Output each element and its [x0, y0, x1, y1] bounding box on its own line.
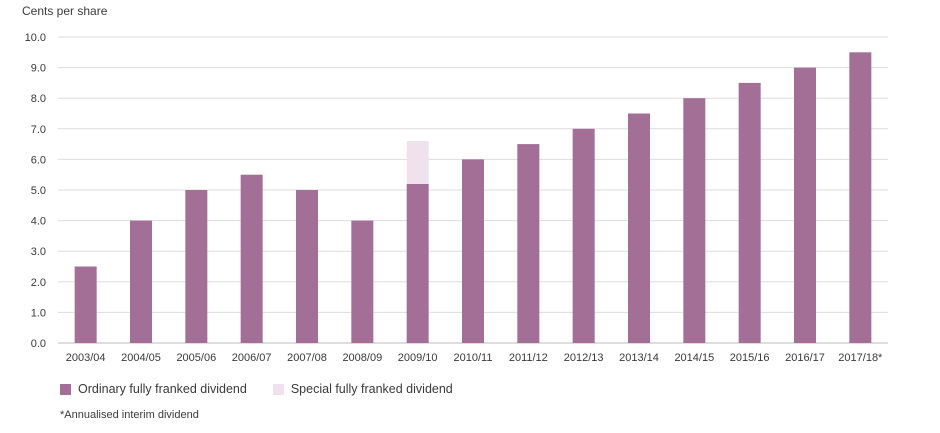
y-tick-label: 1.0: [31, 307, 46, 319]
bar-ordinary: [240, 174, 263, 343]
y-tick-label: 3.0: [31, 246, 46, 258]
x-tick-label: 2009/10: [398, 352, 438, 364]
x-tick-label: 2008/09: [342, 352, 382, 364]
bar-ordinary: [628, 113, 650, 343]
x-tick-label: 2003/04: [66, 352, 106, 364]
bar-ordinary: [296, 190, 318, 343]
legend-item-ordinary: Ordinary fully franked dividend: [60, 382, 247, 396]
bar-ordinary: [738, 82, 761, 344]
x-tick-label: 2016/17: [785, 352, 825, 364]
x-tick-label: 2006/07: [232, 352, 272, 364]
y-tick-label: 7.0: [31, 124, 46, 136]
y-tick-label: 5.0: [31, 185, 46, 197]
bar-ordinary: [683, 98, 706, 343]
y-tick-label: 4.0: [31, 216, 46, 228]
x-tick-label: 2015/16: [730, 352, 770, 364]
x-tick-label: 2007/08: [287, 352, 327, 364]
bar-ordinary: [794, 67, 816, 343]
x-tick-label: 2004/05: [121, 352, 161, 364]
bar-ordinary: [406, 183, 429, 343]
y-tick-label: 6.0: [31, 154, 46, 166]
x-tick-label: 2011/12: [509, 352, 548, 364]
x-tick-label: 2017/18*: [838, 352, 883, 364]
bar-ordinary: [130, 220, 152, 343]
bar-ordinary: [517, 144, 540, 343]
y-tick-label: 9.0: [31, 63, 46, 75]
bar-ordinary: [185, 190, 208, 343]
x-tick-label: 2013/14: [619, 352, 659, 364]
x-tick-label: 2014/15: [674, 352, 714, 364]
legend-label-ordinary: Ordinary fully franked dividend: [78, 382, 247, 396]
dividend-bar-chart: 0.0 1.0 2.0 3.0 4.0 5.0 6.0 7.0 8.0 9.0 10.0 2003/0…: [25, 32, 888, 364]
legend-swatch-ordinary: [60, 383, 71, 395]
y-tick-label: 2.0: [31, 277, 46, 289]
bar-ordinary: [351, 220, 374, 343]
bar-special: [406, 141, 429, 184]
bar-ordinary: [74, 266, 97, 343]
bar-ordinary: [572, 128, 595, 343]
legend-item-special: Special fully franked dividend: [272, 382, 453, 396]
x-tick-label: 2010/11: [454, 352, 493, 364]
footnote: *Annualised interim dividend: [60, 409, 199, 421]
bar-ordinary: [462, 159, 484, 343]
legend-swatch-special: [272, 383, 284, 395]
x-tick-label: 2005/06: [176, 352, 216, 364]
y-tick-label: 0.0: [31, 338, 46, 350]
legend: Ordinary fully franked dividend Special …: [60, 382, 453, 396]
y-axis-label: Cents per share: [22, 4, 108, 18]
y-tick-label: 10.0: [25, 32, 46, 44]
legend-label-special: Special fully franked dividend: [290, 382, 453, 396]
bar-ordinary: [849, 52, 872, 344]
y-tick-label: 8.0: [31, 93, 46, 105]
x-tick-label: 2012/13: [564, 352, 604, 364]
